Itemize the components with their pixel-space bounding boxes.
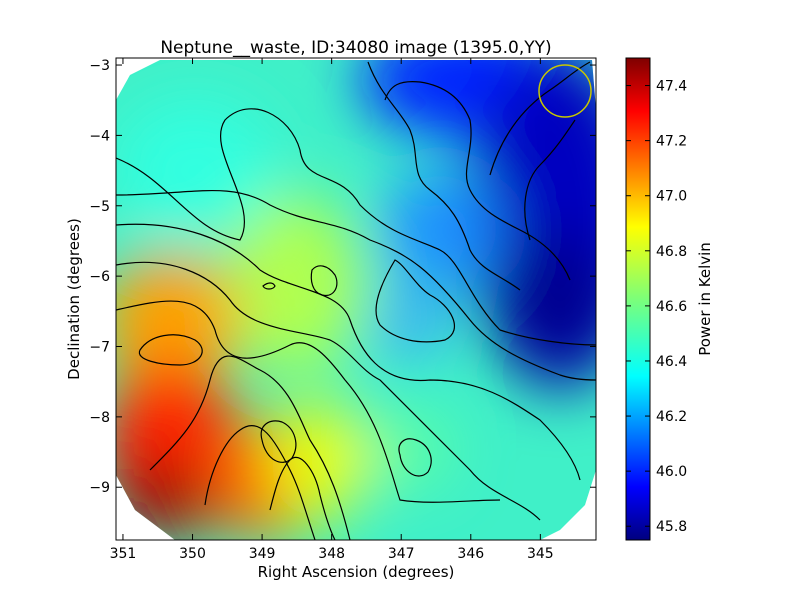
colorbar-tick-label: 47.4 [656, 79, 687, 95]
x-tick-label: 345 [527, 546, 554, 562]
colorbar-tick-label: 45.8 [656, 519, 687, 535]
y-axis: −3 −4 −5 −6 −7 −8 −9 [89, 58, 596, 496]
y-tick-label: −7 [89, 339, 110, 355]
x-tick-label: 346 [457, 546, 484, 562]
colorbar [625, 57, 651, 541]
colorbar-ticks: 45.8 46.0 46.2 46.4 46.6 46.8 47.0 47.2 47.4 [626, 79, 687, 535]
x-tick-label: 348 [318, 546, 345, 562]
colorbar-tick-label: 46.6 [656, 299, 687, 315]
contour-lines [116, 61, 596, 540]
x-axis: 351 350 349 348 347 346 345 [110, 58, 554, 562]
plot-frame [115, 57, 597, 541]
y-tick-label: −5 [89, 199, 110, 215]
x-tick-label: 347 [388, 546, 415, 562]
beam-marker [538, 64, 592, 118]
colorbar-label: Power in Kelvin [696, 242, 714, 356]
y-tick-label: −3 [89, 58, 110, 74]
x-tick-label: 350 [179, 546, 206, 562]
y-axis-label: Declination (degrees) [65, 218, 83, 380]
x-tick-label: 351 [110, 546, 137, 562]
colorbar-tick-label: 46.8 [656, 244, 687, 260]
chart-title: Neptune__waste, ID:34080 image (1395.0,Y… [160, 38, 551, 58]
x-tick-label: 349 [249, 546, 276, 562]
x-axis-label: Right Ascension (degrees) [258, 563, 455, 581]
y-tick-label: −8 [89, 410, 110, 426]
y-tick-label: −6 [89, 269, 110, 285]
colorbar-tick-label: 46.4 [656, 354, 687, 370]
y-tick-label: −4 [89, 128, 110, 144]
y-tick-label: −9 [89, 480, 110, 496]
colorbar-tick-label: 46.0 [656, 464, 687, 480]
colorbar-tick-label: 47.2 [656, 134, 687, 150]
colorbar-tick-label: 46.2 [656, 409, 687, 425]
heatmap-field [116, 60, 596, 540]
colorbar-tick-label: 47.0 [656, 189, 687, 205]
